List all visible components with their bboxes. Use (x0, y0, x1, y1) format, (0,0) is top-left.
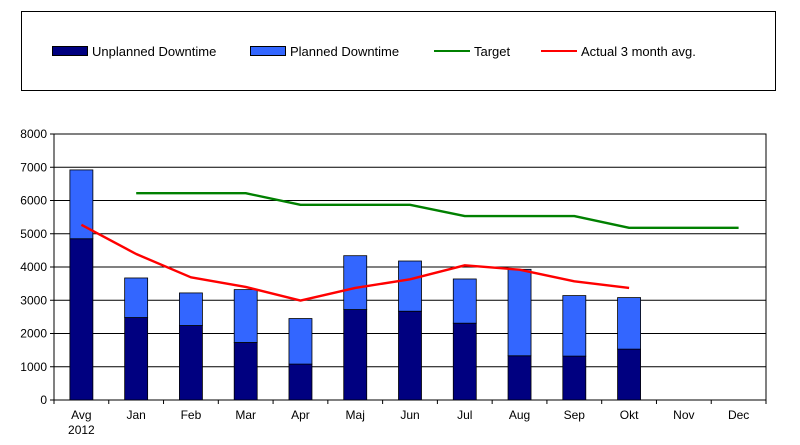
bar-unplanned (233, 342, 258, 401)
bar-unplanned (617, 348, 641, 401)
bar-planned (179, 292, 203, 326)
line-actual (80, 223, 630, 302)
line-target (136, 191, 739, 230)
legend-item-planned: Planned Downtime (250, 43, 399, 59)
legend-swatch-unplanned (52, 46, 88, 56)
bar-unplanned (124, 317, 149, 401)
x-tick-label: Maj (346, 408, 365, 422)
bar-unplanned (69, 238, 94, 401)
bar-planned (562, 295, 587, 357)
x-tick-label: Aug (509, 408, 530, 422)
bar-planned (233, 289, 258, 343)
x-tick-label: Feb (181, 408, 202, 422)
bar-planned (69, 169, 94, 240)
axis-layer: 0 1000 2000 3000 4000 5000 6000 7000 8000 Avg2012… (20, 127, 767, 437)
x-tick-label: Jan (126, 408, 145, 422)
legend-label-planned: Planned Downtime (290, 43, 400, 59)
bar-unplanned (343, 309, 368, 401)
bar-unplanned (179, 325, 203, 401)
legend-line-target (434, 50, 470, 52)
bar-planned (288, 318, 313, 365)
x-tick-label: Dec (728, 408, 749, 422)
x-tick-label: Avg (71, 408, 91, 422)
bar-unplanned (452, 322, 477, 401)
x-tick-label: Jul (457, 408, 472, 422)
bar-planned (452, 278, 477, 324)
x-tick-label: Mar (235, 408, 256, 422)
bar-unplanned (398, 310, 422, 401)
bar-planned (507, 268, 532, 357)
x-tick-label: Apr (291, 408, 310, 422)
bar-unplanned (288, 363, 313, 401)
legend-label-target: Target (474, 43, 511, 59)
legend-item-unplanned: Unplanned Downtime (52, 43, 216, 59)
bar-unplanned (562, 355, 587, 401)
y-tick-label: 7000 (20, 160, 47, 174)
legend-line-actual (541, 50, 577, 52)
x-tick-sublabel: 2012 (68, 423, 95, 437)
y-tick-label: 1000 (20, 360, 47, 374)
bar-unplanned (507, 355, 532, 401)
x-tick-label: Okt (620, 408, 639, 422)
legend-label-actual: Actual 3 month avg. (581, 43, 696, 59)
y-tick-label: 2000 (20, 327, 47, 341)
legend-item-actual: Actual 3 month avg. (541, 43, 696, 59)
legend: Unplanned Downtime Planned Downtime Targ… (21, 11, 776, 91)
y-tick-label: 0 (40, 393, 47, 407)
bar-planned (617, 297, 641, 350)
bar-layer (69, 169, 641, 401)
y-tick-label: 6000 (20, 194, 47, 208)
y-tick-label: 4000 (20, 260, 47, 274)
legend-label-unplanned: Unplanned Downtime (92, 43, 217, 59)
x-tick-label: Nov (673, 408, 694, 422)
y-tick-label: 5000 (20, 227, 47, 241)
legend-item-target: Target (434, 43, 510, 59)
y-tick-label: 8000 (20, 127, 47, 141)
line-layer (80, 191, 739, 302)
x-tick-label: Sep (564, 408, 586, 422)
bar-planned (343, 255, 368, 310)
x-tick-label: Jun (400, 408, 419, 422)
legend-swatch-planned (250, 46, 286, 56)
y-tick-label: 3000 (20, 293, 47, 307)
bar-planned (124, 277, 149, 318)
bar-planned (398, 260, 422, 312)
